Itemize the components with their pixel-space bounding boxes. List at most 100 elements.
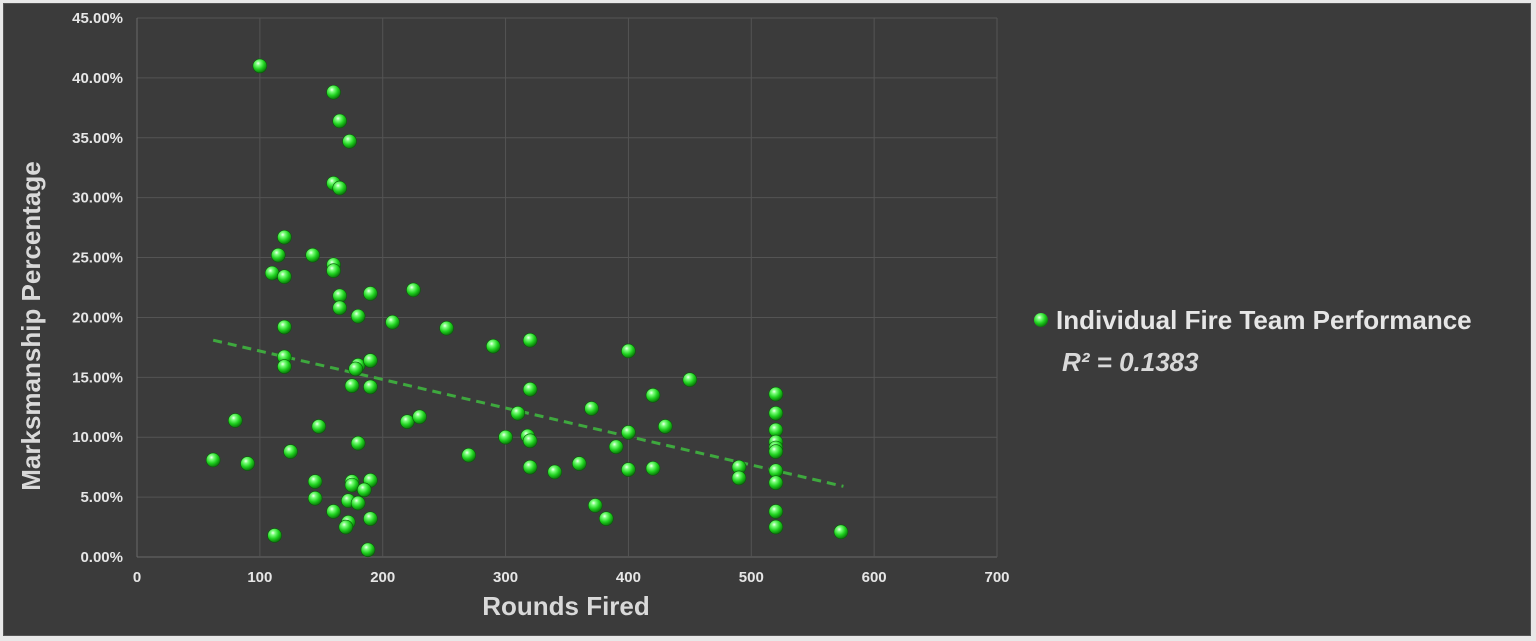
y-tick-label: 15.00% bbox=[72, 369, 123, 386]
y-tick-label: 10.00% bbox=[72, 429, 123, 446]
trendline bbox=[212, 338, 844, 488]
data-point bbox=[645, 461, 661, 476]
data-point bbox=[833, 524, 849, 540]
gridlines bbox=[136, 17, 998, 558]
data-point bbox=[584, 401, 599, 416]
y-tick-label: 0.00% bbox=[80, 549, 123, 566]
x-tick-label: 0 bbox=[133, 569, 141, 586]
data-point bbox=[363, 286, 378, 301]
data-point bbox=[264, 265, 280, 281]
data-point bbox=[277, 319, 292, 335]
data-point bbox=[485, 338, 501, 354]
x-tick-label: 600 bbox=[862, 569, 887, 586]
legend-series-label: Individual Fire Team Performance bbox=[1056, 305, 1472, 335]
data-point bbox=[326, 84, 341, 100]
data-point bbox=[283, 444, 298, 459]
y-tick-label: 25.00% bbox=[72, 250, 123, 267]
data-point bbox=[768, 475, 784, 491]
x-axis-ticks: 0 100 200 300 400 500 600 700 bbox=[133, 569, 1010, 586]
x-tick-label: 700 bbox=[984, 569, 1009, 586]
x-tick-label: 500 bbox=[739, 569, 764, 586]
data-point bbox=[522, 459, 538, 475]
data-point bbox=[498, 429, 513, 445]
data-point bbox=[522, 382, 538, 397]
r-squared-label: R² = 0.1383 bbox=[1062, 347, 1199, 377]
data-point bbox=[439, 320, 454, 336]
x-tick-label: 300 bbox=[493, 569, 518, 586]
legend-marker-icon bbox=[1034, 313, 1048, 327]
data-point bbox=[332, 113, 348, 129]
data-point bbox=[326, 263, 341, 279]
data-point bbox=[342, 134, 357, 149]
data-point bbox=[307, 474, 323, 489]
data-point bbox=[768, 386, 784, 402]
data-point bbox=[399, 414, 415, 429]
y-tick-label: 30.00% bbox=[72, 190, 123, 207]
legend: Individual Fire Team Performance R² = 0.… bbox=[1034, 305, 1472, 377]
data-point bbox=[311, 419, 327, 434]
data-point bbox=[348, 361, 363, 377]
data-point bbox=[621, 425, 636, 440]
data-point bbox=[307, 491, 323, 506]
data-point bbox=[510, 405, 526, 421]
data-point bbox=[252, 58, 268, 74]
data-point bbox=[522, 332, 538, 348]
data-point bbox=[608, 439, 624, 455]
data-point bbox=[277, 229, 292, 245]
data-point bbox=[338, 519, 354, 535]
x-tick-label: 100 bbox=[247, 569, 272, 586]
data-point bbox=[205, 452, 221, 468]
chart-frame bbox=[3, 3, 1531, 636]
data-point bbox=[406, 282, 421, 298]
data-point bbox=[332, 300, 348, 316]
data-point bbox=[277, 269, 292, 285]
data-point bbox=[547, 464, 563, 480]
data-point bbox=[240, 456, 255, 471]
data-point bbox=[461, 447, 477, 463]
y-tick-label: 20.00% bbox=[72, 309, 123, 326]
data-point bbox=[270, 247, 286, 263]
data-point bbox=[267, 528, 282, 543]
data-point bbox=[277, 359, 292, 374]
data-point bbox=[363, 353, 378, 368]
data-point bbox=[571, 456, 587, 471]
y-axis-ticks: 0.00% 5.00% 10.00% 15.00% 20.00% 25.00% 30.00%… bbox=[72, 10, 123, 566]
data-point bbox=[768, 405, 784, 421]
data-point bbox=[332, 180, 348, 196]
data-point bbox=[350, 308, 366, 324]
data-points bbox=[205, 58, 849, 558]
data-point bbox=[363, 511, 378, 526]
data-point bbox=[731, 470, 747, 486]
data-point bbox=[768, 444, 784, 459]
data-point bbox=[645, 387, 661, 403]
data-point bbox=[227, 413, 243, 428]
x-tick-label: 400 bbox=[616, 569, 641, 586]
x-tick-label: 200 bbox=[370, 569, 395, 586]
y-tick-label: 45.00% bbox=[72, 10, 123, 27]
data-point bbox=[344, 477, 360, 493]
y-tick-label: 35.00% bbox=[72, 130, 123, 147]
data-point bbox=[344, 378, 360, 394]
data-point bbox=[350, 435, 366, 451]
data-point bbox=[360, 542, 376, 558]
data-point bbox=[599, 511, 614, 526]
data-point bbox=[621, 343, 636, 359]
data-point bbox=[385, 314, 400, 330]
data-point bbox=[350, 495, 366, 511]
data-point bbox=[768, 519, 784, 535]
y-tick-label: 40.00% bbox=[72, 70, 123, 87]
data-point bbox=[587, 498, 603, 513]
data-point bbox=[363, 379, 378, 395]
data-point bbox=[682, 372, 698, 388]
data-point bbox=[305, 247, 320, 263]
data-point bbox=[768, 504, 784, 519]
data-point bbox=[326, 504, 341, 519]
x-axis-title: Rounds Fired bbox=[482, 591, 650, 621]
data-point bbox=[657, 419, 673, 434]
data-point bbox=[621, 462, 636, 477]
data-point bbox=[522, 433, 538, 449]
y-tick-label: 5.00% bbox=[80, 489, 123, 506]
data-point bbox=[356, 482, 372, 498]
y-axis-title: Marksmanship Percentage bbox=[16, 161, 46, 490]
